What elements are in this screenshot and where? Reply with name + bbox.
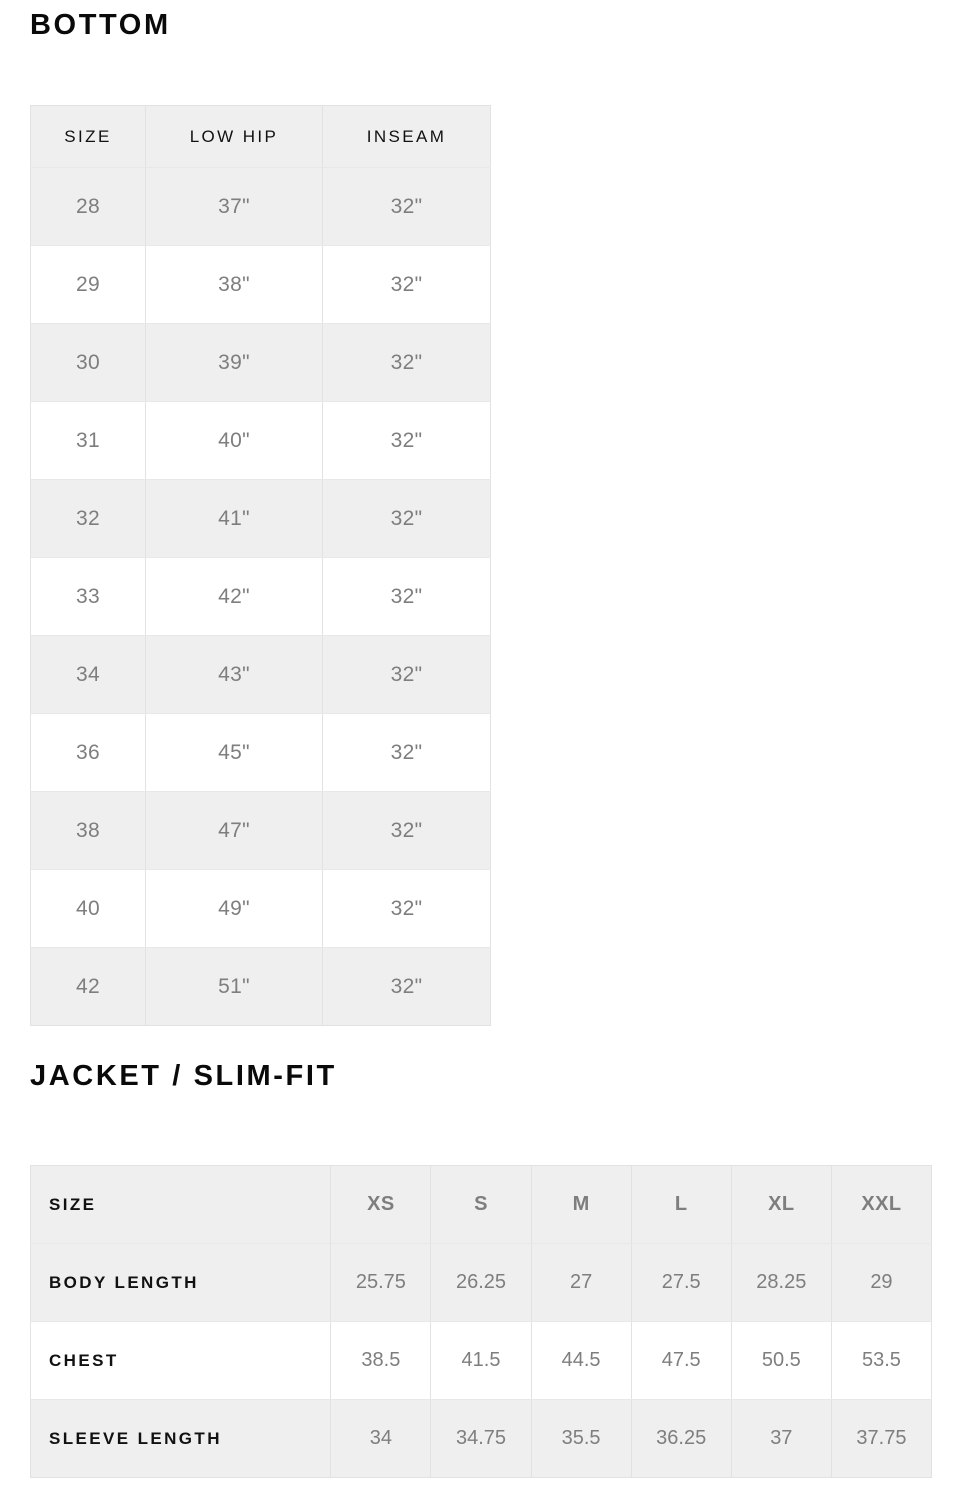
table-row: 28 37" 32": [30, 167, 491, 246]
cell-inseam: 32": [322, 791, 491, 870]
jacket-header-l: L: [631, 1165, 732, 1244]
cell-lowhip: 39": [145, 323, 323, 402]
jacket-size-table: SIZE XS S M L XL XXL BODY LENGTH 25.75 2…: [30, 1165, 932, 1478]
cell-size: 28: [30, 167, 146, 246]
table-row: 42 51" 32": [30, 947, 491, 1026]
table-row: BODY LENGTH 25.75 26.25 27 27.5 28.25 29: [30, 1243, 932, 1322]
bottom-header-inseam: INSEAM: [322, 105, 491, 168]
bottom-table-head: SIZE LOW HIP INSEAM: [30, 105, 491, 168]
cell-lowhip: 47": [145, 791, 323, 870]
section-heading-jacket: JACKET / SLIM-FIT: [30, 1060, 337, 1092]
bottom-header-size: SIZE: [30, 105, 146, 168]
cell-xs: 25.75: [330, 1243, 432, 1322]
cell-lowhip: 43": [145, 635, 323, 714]
cell-size: 30: [30, 323, 146, 402]
cell-m: 27: [531, 1243, 632, 1322]
table-row: 31 40" 32": [30, 401, 491, 480]
cell-size: 38: [30, 791, 146, 870]
jacket-header-xxl: XXL: [831, 1165, 932, 1244]
cell-l: 47.5: [631, 1321, 732, 1400]
jacket-row-label: BODY LENGTH: [30, 1243, 332, 1322]
cell-xl: 37: [731, 1399, 832, 1478]
cell-s: 34.75: [430, 1399, 532, 1478]
cell-lowhip: 40": [145, 401, 323, 480]
cell-size: 40: [30, 869, 146, 948]
jacket-header-xs: XS: [330, 1165, 432, 1244]
cell-lowhip: 49": [145, 869, 323, 948]
bottom-table-body: 28 37" 32" 29 38" 32" 30 39" 32" 31 40" …: [30, 167, 491, 1026]
jacket-header-m: M: [531, 1165, 632, 1244]
cell-xxl: 53.5: [831, 1321, 932, 1400]
cell-inseam: 32": [322, 167, 491, 246]
cell-l: 27.5: [631, 1243, 732, 1322]
jacket-header-xl: XL: [731, 1165, 832, 1244]
cell-inseam: 32": [322, 479, 491, 558]
cell-inseam: 32": [322, 635, 491, 714]
bottom-header-lowhip: LOW HIP: [145, 105, 323, 168]
jacket-table-head: SIZE XS S M L XL XXL: [30, 1165, 932, 1244]
cell-size: 36: [30, 713, 146, 792]
cell-xs: 38.5: [330, 1321, 432, 1400]
table-row: 36 45" 32": [30, 713, 491, 792]
cell-l: 36.25: [631, 1399, 732, 1478]
table-row: 33 42" 32": [30, 557, 491, 636]
cell-xs: 34: [330, 1399, 432, 1478]
cell-inseam: 32": [322, 713, 491, 792]
bottom-size-table: SIZE LOW HIP INSEAM 28 37" 32" 29 38" 32…: [30, 105, 491, 1026]
cell-lowhip: 45": [145, 713, 323, 792]
jacket-header-s: S: [430, 1165, 532, 1244]
table-row: SLEEVE LENGTH 34 34.75 35.5 36.25 37 37.…: [30, 1399, 932, 1478]
cell-size: 42: [30, 947, 146, 1026]
cell-lowhip: 42": [145, 557, 323, 636]
cell-inseam: 32": [390, 974, 423, 998]
table-row: 40 49" 32": [30, 869, 491, 948]
cell-lowhip: 38": [145, 245, 323, 324]
cell-size: 31: [30, 401, 146, 480]
jacket-row-label: SLEEVE LENGTH: [30, 1399, 332, 1478]
cell-xxl: 29: [831, 1243, 932, 1322]
cell-inseam: 32": [322, 557, 491, 636]
cell-lowhip: 37": [145, 167, 323, 246]
table-row: 38 47" 32": [30, 791, 491, 870]
cell-lowhip: 41": [145, 479, 323, 558]
cell-inseam: 32": [322, 401, 491, 480]
cell-size: 33: [30, 557, 146, 636]
table-row: 32 41" 32": [30, 479, 491, 558]
cell-inseam: 32": [322, 323, 491, 402]
cell-m: 35.5: [531, 1399, 632, 1478]
cell-xl: 28.25: [731, 1243, 832, 1322]
cell-inseam: 32": [322, 869, 491, 948]
cell-s: 26.25: [430, 1243, 532, 1322]
cell-s: 41.5: [430, 1321, 532, 1400]
table-row: 34 43" 32": [30, 635, 491, 714]
cell-size: 34: [30, 635, 146, 714]
jacket-header-size: SIZE: [30, 1165, 332, 1244]
cell-size: 32: [30, 479, 146, 558]
cell-inseam: 32": [322, 245, 491, 324]
table-header-row: SIZE LOW HIP INSEAM: [30, 105, 491, 168]
cell-size: 29: [30, 245, 146, 324]
cell-m: 44.5: [531, 1321, 632, 1400]
section-heading-bottom: BOTTOM: [30, 9, 171, 41]
cell-xxl: 37.75: [856, 1427, 907, 1449]
table-row: 30 39" 32": [30, 323, 491, 402]
table-header-row: SIZE XS S M L XL XXL: [30, 1165, 932, 1244]
jacket-table-body: BODY LENGTH 25.75 26.25 27 27.5 28.25 29…: [30, 1243, 932, 1478]
jacket-row-label: CHEST: [30, 1321, 332, 1400]
table-row: 29 38" 32": [30, 245, 491, 324]
cell-xl: 50.5: [731, 1321, 832, 1400]
cell-lowhip: 51": [145, 947, 323, 1026]
table-row: CHEST 38.5 41.5 44.5 47.5 50.5 53.5: [30, 1321, 932, 1400]
